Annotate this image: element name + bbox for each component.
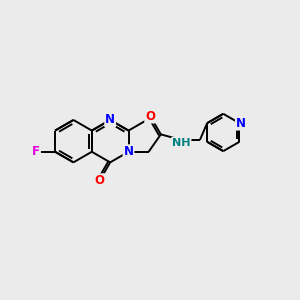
Text: N: N (124, 145, 134, 158)
Text: NH: NH (172, 138, 190, 148)
Text: N: N (105, 113, 115, 127)
Text: O: O (94, 174, 105, 187)
Text: F: F (32, 145, 40, 158)
Text: N: N (236, 117, 246, 130)
Text: O: O (145, 110, 155, 122)
